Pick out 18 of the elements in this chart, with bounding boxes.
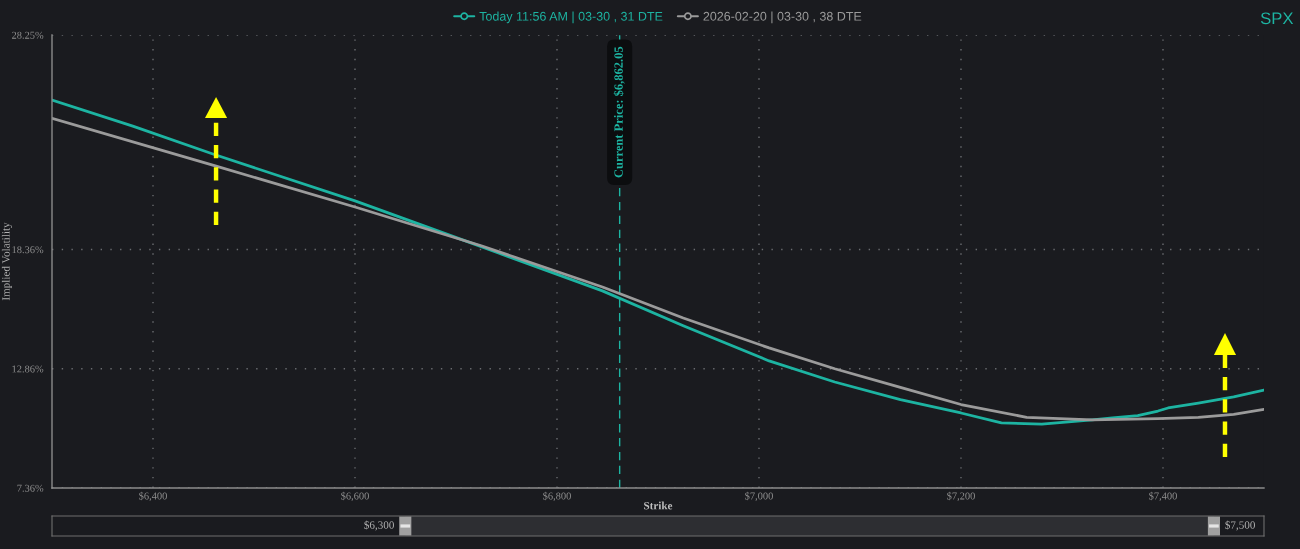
y-tick-label: 18.36% (12, 246, 44, 254)
y-tick-label: 7.36% (17, 484, 44, 492)
legend-label: 2026-02-20 | 03-30 , 38 DTE (703, 11, 862, 24)
text: $6,300 (364, 520, 394, 531)
y-tick-label: 12.86% (12, 365, 44, 373)
ref-line-label: Current Price: $6,862.05 (613, 46, 625, 178)
x-tick-label: $6,600 (341, 491, 369, 501)
x-tick-label: $7,400 (1149, 491, 1177, 501)
text: $7,500 (1225, 520, 1255, 531)
x-tick-label: $7,000 (745, 491, 773, 501)
chart-title: SPX (1260, 12, 1294, 25)
y-tick-label: 28.25% (12, 31, 44, 39)
y-axis-title: Implied Volatility (1, 222, 12, 301)
legend-label: Today 11:56 AM | 03-30 , 31 DTE (479, 11, 663, 24)
x-tick-label: $6,800 (543, 491, 571, 501)
x-tick-label: $6,400 (139, 491, 167, 501)
x-axis-title: Strike (644, 501, 673, 510)
x-tick-label: $7,200 (947, 491, 975, 501)
